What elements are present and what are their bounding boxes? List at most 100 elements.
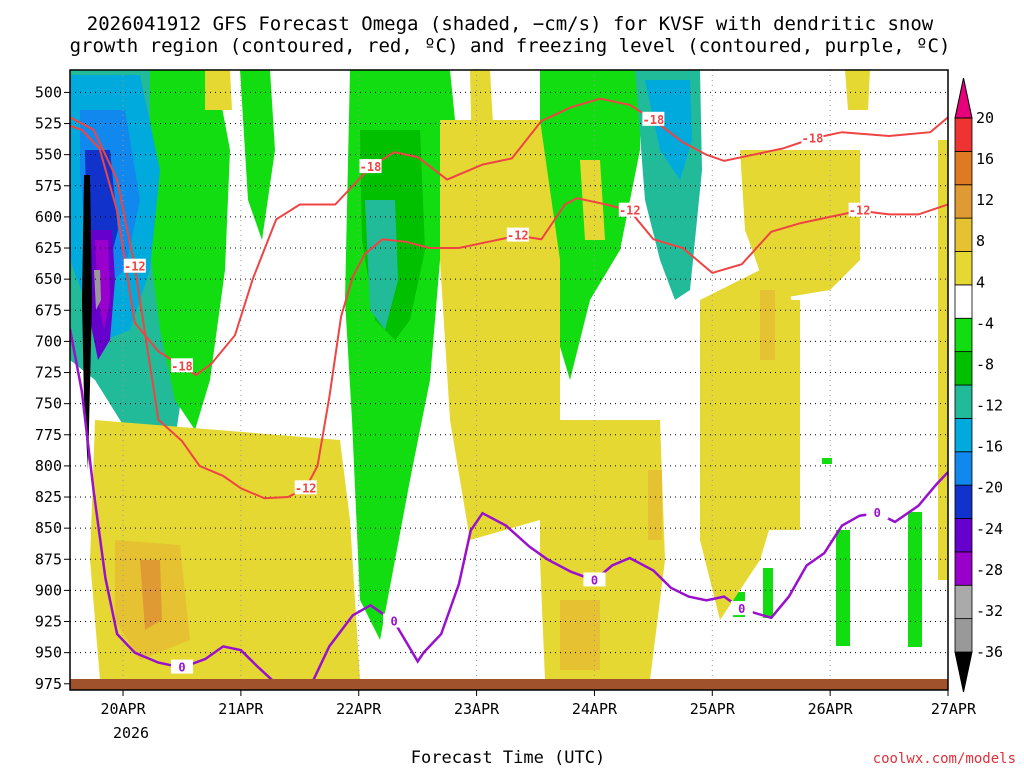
colorbar-swatch xyxy=(954,351,973,386)
colorbar-swatch xyxy=(954,384,973,419)
y-axis: 500 525 550 575 600 625 650 675 700 725 750 775 800 8… xyxy=(35,83,70,693)
contour-label: -18 xyxy=(360,160,382,174)
contour-label: 0 xyxy=(390,615,397,629)
colorbar-label: 16 xyxy=(976,150,994,168)
colorbar-swatch xyxy=(954,451,973,486)
omega-region xyxy=(330,545,350,680)
omega-region xyxy=(740,150,860,300)
colorbar-swatch xyxy=(954,618,973,653)
omega-region xyxy=(836,530,850,646)
contour-label-bg xyxy=(866,505,889,520)
colorbar-label: 8 xyxy=(976,232,985,250)
omega-region xyxy=(580,160,605,240)
omega-region xyxy=(760,290,775,360)
colorbar-label: -36 xyxy=(976,643,1003,661)
contour-label: -12 xyxy=(507,229,529,243)
omega-region xyxy=(470,70,495,160)
chart-title-line-1: 2026041912 GFS Forecast Omega (shaded, −… xyxy=(87,13,934,35)
y-tick-label: 550 xyxy=(35,146,62,164)
contour-label-bg xyxy=(583,572,606,587)
credit-text: coolwx.com/models xyxy=(873,751,1016,767)
omega-region xyxy=(150,70,230,430)
contour-label-bg xyxy=(383,613,406,628)
colorbar-swatch xyxy=(954,217,973,252)
y-tick-label: 950 xyxy=(35,644,62,662)
y-tick-label: 825 xyxy=(35,488,62,506)
colorbar-swatch xyxy=(954,584,973,620)
omega-region xyxy=(540,420,665,680)
omega-region xyxy=(908,512,922,647)
contour-label: -12 xyxy=(124,260,146,274)
y-tick-label: 900 xyxy=(35,581,62,599)
x-tick-label: 23APR xyxy=(454,700,500,718)
omega-region xyxy=(365,200,398,330)
x-tick-label: 20APR xyxy=(100,700,146,718)
x-tick-label: 26APR xyxy=(808,700,854,718)
colorbar-label: -32 xyxy=(976,602,1003,620)
contour-label: -12 xyxy=(619,204,641,218)
omega-region xyxy=(845,70,870,110)
omega-region xyxy=(95,240,110,330)
chart-title-line-2: growth region (contoured, red, ºC) and f… xyxy=(70,35,951,57)
contour-label: 0 xyxy=(178,661,185,675)
y-tick-label: 700 xyxy=(35,332,62,350)
colorbar-swatch xyxy=(954,251,973,286)
y-tick-label: 750 xyxy=(35,395,62,413)
x-tick-label: 21APR xyxy=(218,700,264,718)
x-axis-year-label: 2026 xyxy=(113,724,149,742)
colorbar-swatch xyxy=(954,284,973,319)
omega-region xyxy=(938,140,948,580)
plot-frame xyxy=(69,69,949,691)
contour-label: -18 xyxy=(802,131,824,145)
omega-region xyxy=(140,560,162,630)
contour-label-bg xyxy=(618,202,641,217)
y-tick-label: 775 xyxy=(35,426,62,444)
y-tick-label: 600 xyxy=(35,208,62,226)
omega-region xyxy=(648,470,662,540)
omega-region xyxy=(205,70,232,110)
colorbar-label: -12 xyxy=(976,397,1003,415)
y-tick-label: 800 xyxy=(35,457,62,475)
colorbar-swatch xyxy=(954,551,973,586)
x-axis: 20APR 21APR 22APR 23APR 24APR 25APR 26APR 27APR xyxy=(100,690,977,718)
contour-label-bg xyxy=(359,159,382,174)
colorbar-label: -4 xyxy=(976,314,994,332)
colorbar-arrow-top xyxy=(954,77,973,119)
x-tick-label: 27APR xyxy=(931,700,977,718)
contour-label: 0 xyxy=(738,602,745,616)
ground-strip xyxy=(70,679,948,690)
contour-label-bg xyxy=(848,202,871,217)
omega-region xyxy=(82,175,92,470)
contour-label: 0 xyxy=(591,573,598,587)
y-tick-label: 725 xyxy=(35,364,62,382)
y-tick-label: 925 xyxy=(35,613,62,631)
colorbar-label: -16 xyxy=(976,438,1003,456)
colorbar-label: 20 xyxy=(976,109,994,127)
colorbar-label: -28 xyxy=(976,561,1003,579)
omega-region xyxy=(270,455,285,520)
x-tick-label: 22APR xyxy=(336,700,382,718)
x-axis-label: Forecast Time (UTC) xyxy=(411,748,605,768)
colorbar-label: 4 xyxy=(976,273,985,291)
contour-label: -12 xyxy=(849,204,871,218)
colorbar-label: -24 xyxy=(976,520,1003,538)
colorbar-swatch xyxy=(954,484,973,519)
contour-label-bg xyxy=(123,258,146,273)
x-tick-label: 24APR xyxy=(572,700,618,718)
contour-label: -18 xyxy=(171,359,193,373)
colorbar-arrow-bottom xyxy=(954,651,973,693)
colorbar-swatch xyxy=(954,417,973,453)
x-tick-label: 25APR xyxy=(690,700,736,718)
omega-region xyxy=(240,70,275,240)
colorbar-swatch xyxy=(954,518,973,553)
y-tick-label: 975 xyxy=(35,675,62,693)
y-tick-label: 575 xyxy=(35,177,62,195)
contour-label-bg xyxy=(170,358,193,373)
omega-region xyxy=(94,270,101,310)
contour-label: 0 xyxy=(874,506,881,520)
freezing-level-contour xyxy=(70,328,948,690)
colorbar: -36 -32 -28 -24 -20 -16 -12 -8 -4 4 8 12 16 20 xyxy=(954,77,1003,693)
y-tick-label: 875 xyxy=(35,550,62,568)
colorbar-swatch xyxy=(954,117,973,152)
